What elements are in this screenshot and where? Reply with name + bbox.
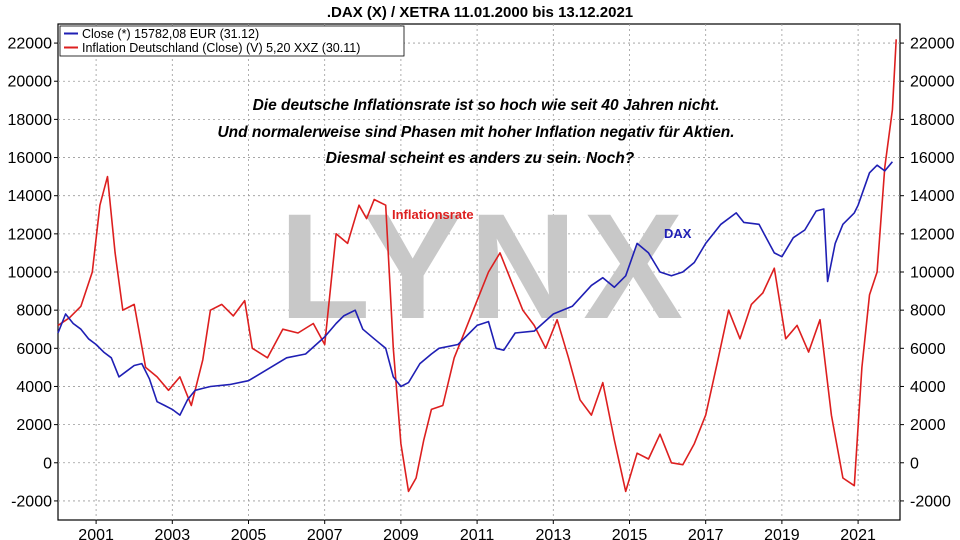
- watermark: LYNX: [279, 182, 689, 350]
- y-tick-label-right: 8000: [910, 303, 946, 320]
- legend: Close (*) 15782,08 EUR (31.12) Inflation…: [59, 25, 405, 57]
- y-tick-label-right: 20000: [910, 74, 955, 91]
- x-tick-label: 2005: [231, 527, 267, 540]
- grid: [58, 24, 900, 520]
- y-tick-label-right: 4000: [910, 379, 946, 396]
- x-tick-label: 2003: [155, 527, 191, 540]
- y-tick-label-left: 0: [43, 455, 52, 472]
- series-line-dax: [57, 161, 894, 416]
- y-tick-label-left: 10000: [8, 265, 53, 282]
- x-tick-label: 2007: [307, 527, 343, 540]
- y-tick-label-right: 18000: [910, 112, 955, 129]
- y-tick-label-left: 6000: [16, 341, 52, 358]
- y-tick-label-left: 20000: [8, 74, 53, 91]
- y-tick-label-left: 22000: [8, 36, 53, 53]
- y-tick-label-left: 14000: [8, 188, 53, 205]
- annotation-block: Die deutsche Inflationsrate ist so hoch …: [217, 97, 734, 167]
- x-tick-label: 2019: [764, 527, 800, 540]
- y-tick-label-right: 10000: [910, 265, 955, 282]
- x-tick-label: 2021: [840, 527, 876, 540]
- series-label-dax: DAX: [664, 226, 692, 241]
- y-tick-label-left: 4000: [16, 379, 52, 396]
- series-line-inflation: [57, 39, 897, 493]
- x-tick-label: 2001: [78, 527, 114, 540]
- legend-box: [59, 25, 405, 57]
- chart-title: .DAX (X) / XETRA 11.01.2000 bis 13.12.20…: [327, 4, 633, 21]
- y-tick-label-left: 16000: [8, 150, 53, 167]
- y-tick-label-right: -2000: [910, 493, 951, 510]
- plot-area: LYNX: [57, 23, 901, 521]
- y-axis-left: 2200020000180001600014000120001000080006…: [8, 36, 58, 510]
- series-layer: [57, 39, 897, 493]
- x-tick-label: 2011: [460, 527, 495, 540]
- y-tick-label-left: -2000: [11, 493, 52, 510]
- x-tick-label: 2009: [383, 527, 419, 540]
- x-tick-label: 2013: [535, 527, 571, 540]
- x-axis: 2001 2003 2005 2007 2009 2011 2013 2015 2017 2019…: [78, 520, 876, 540]
- y-tick-label-left: 2000: [16, 417, 52, 434]
- series-label-inflation: Inflationsrate: [392, 207, 474, 222]
- annotation-line-1: Die deutsche Inflationsrate ist so hoch …: [253, 97, 720, 114]
- y-tick-label-left: 8000: [16, 303, 52, 320]
- y-tick-label-right: 22000: [910, 36, 955, 53]
- legend-entry-dax: Close (*) 15782,08 EUR (31.12): [82, 27, 259, 41]
- annotation-line-3: Diesmal scheint es anders zu sein. Noch?: [326, 150, 635, 167]
- y-tick-label-left: 18000: [8, 112, 53, 129]
- y-tick-label-right: 0: [910, 455, 919, 472]
- y-tick-label-left: 12000: [8, 226, 53, 243]
- y-tick-label-right: 12000: [910, 226, 955, 243]
- y-tick-label-right: 6000: [910, 341, 946, 358]
- annotation-line-2: Und normalerweise sind Phasen mit hoher …: [217, 124, 734, 141]
- x-tick-label: 2015: [612, 527, 648, 540]
- x-tick-label: 2017: [688, 527, 724, 540]
- y-tick-label-right: 16000: [910, 150, 955, 167]
- y-tick-label-right: 2000: [910, 417, 946, 434]
- y-axis-right: 2200020000180001600014000120001000080006…: [900, 36, 955, 510]
- y-tick-label-right: 14000: [910, 188, 955, 205]
- legend-entry-inflation: Inflation Deutschland (Close) (V) 5,20 X…: [82, 41, 360, 55]
